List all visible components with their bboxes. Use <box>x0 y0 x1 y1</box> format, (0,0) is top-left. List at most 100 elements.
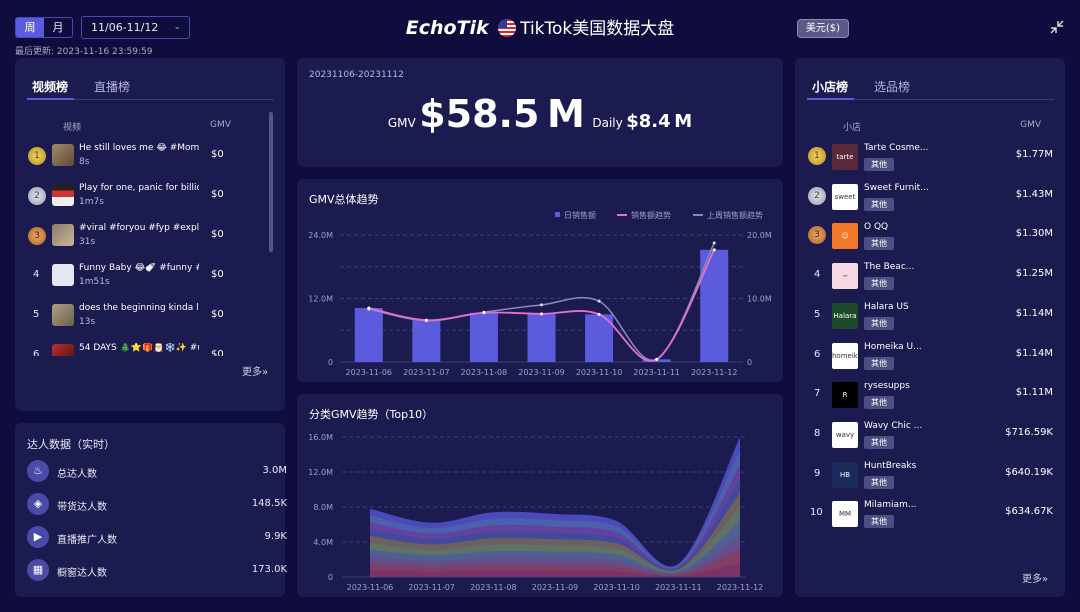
period-toggle[interactable]: 周 月 <box>15 17 73 38</box>
rank-number: 8 <box>814 427 821 439</box>
trend-point-2023-11-06 <box>367 306 371 310</box>
video-title: He still loves me 😂 #Moms... <box>79 143 199 153</box>
y-tick-right: 20.0M <box>747 231 772 240</box>
last-updated: 最后更新: 2023-11-16 23:59:59 <box>15 47 153 57</box>
silver-medal-icon: 2 <box>808 186 826 205</box>
x-tick: 2023-11-12 <box>691 368 738 377</box>
category-badge: 其他 <box>864 515 894 529</box>
x-tick: 2023-11-11 <box>655 583 702 592</box>
list-item[interactable]: 3 ☺ O QQ 其他 $1.30M <box>795 219 1065 251</box>
stat-label: 总达人数 <box>57 469 97 480</box>
period-week-button[interactable]: 周 <box>16 18 44 37</box>
shop-logo: R <box>832 382 858 409</box>
video-thumbnail <box>52 144 74 166</box>
y-tick-right: 10.0M <box>747 295 772 304</box>
x-tick: 2023-11-09 <box>518 368 565 377</box>
shop-gmv: $716.59K <box>1005 426 1053 438</box>
shop-logo: ☺ <box>832 223 858 250</box>
category-badge: 其他 <box>864 197 894 211</box>
bar-2023-11-09 <box>527 313 556 362</box>
echotik-logo: EchoTik <box>405 17 489 39</box>
list-item[interactable]: 8 wavy Wavy Chic ... 其他 $716.59K <box>795 418 1065 449</box>
tab-shop-ranking[interactable]: 小店榜 <box>812 80 849 94</box>
tab-product-ranking[interactable]: 选品榜 <box>874 80 911 94</box>
list-item[interactable]: 4 Funny Baby 😂🍼 #funny #cu... 1m51s $0 <box>15 260 265 290</box>
video-title: Play for one, panic for billio... <box>79 183 199 193</box>
trend-point-2023-11-12 <box>712 248 716 252</box>
gold-medal-icon: 1 <box>28 147 46 165</box>
shop-ranking-panel: 小店榜 选品榜 小店 GMV 1 tarte Tarte Cosme... 其他 $1.… <box>795 58 1065 597</box>
list-item[interactable]: 5 does the beginning kinda lo... 13s $0 <box>15 300 265 330</box>
col-gmv: GMV <box>1020 120 1041 130</box>
shop-gmv: $634.67K <box>1005 506 1053 518</box>
date-range-select[interactable]: 11/06-11/12 ⌄ <box>81 16 190 39</box>
list-item[interactable]: 3 #viral #foryou #fyp #explor... 31s $0 <box>15 220 265 250</box>
bronze-medal-icon: 3 <box>808 226 826 245</box>
shop-name: O QQ <box>864 222 889 233</box>
stat-label: 带货达人数 <box>57 502 107 513</box>
tab-live-ranking[interactable]: 直播榜 <box>94 80 131 94</box>
shop-logo: HB <box>832 461 858 488</box>
shop-name: Tarte Cosme... <box>864 143 929 153</box>
x-tick: 2023-11-12 <box>717 583 764 592</box>
list-item[interactable]: 10 MM Milamiam... 其他 $634.67K <box>795 497 1065 529</box>
list-item[interactable]: 2 sweet Sweet Furnit... 其他 $1.43M <box>795 180 1065 211</box>
bar-2023-11-10 <box>585 314 614 362</box>
legend-label: 日销售额 <box>564 210 596 220</box>
category-area-2 <box>370 549 740 577</box>
shop-logo: ∽ <box>832 263 858 290</box>
stat-value: 173.0K <box>251 564 287 575</box>
us-flag-icon <box>498 19 517 37</box>
shop-gmv: $1.77M <box>1015 149 1053 160</box>
video-thumbnail <box>52 184 74 206</box>
rank-number: 10 <box>810 507 823 519</box>
y-tick-right: 0 <box>747 358 752 367</box>
list-item[interactable]: 6 54 DAYS 🎄⭐🎁🎅❄️✨ #uta... $0 <box>15 340 265 356</box>
list-item[interactable]: 6 homeika Homeika U... 其他 $1.14M <box>795 339 1065 370</box>
video-title: does the beginning kinda lo... <box>79 303 199 313</box>
list-item[interactable]: 1 He still loves me 😂 #Moms... 8s $0 <box>15 140 265 170</box>
y-tick: 12.0M <box>308 468 333 477</box>
y-tick: 4.0M <box>313 538 333 547</box>
scrollbar[interactable] <box>269 112 273 252</box>
shop-gmv: $1.43M <box>1015 188 1053 200</box>
x-tick: 2023-11-08 <box>470 583 517 592</box>
gmv-summary: GMV $58.5 M Daily $8.4 M <box>297 92 783 136</box>
video-duration: 31s <box>79 237 96 247</box>
period-month-button[interactable]: 月 <box>52 21 64 34</box>
list-item[interactable]: 2 Play for one, panic for billio... 1m7s… <box>15 180 265 210</box>
bar-2023-11-06 <box>354 308 383 362</box>
list-item[interactable]: 9 HB HuntBreaks 其他 $640.19K <box>795 458 1065 489</box>
collapse-icon[interactable] <box>1050 20 1064 38</box>
rank-number: 5 <box>814 308 821 320</box>
stat-showcase-influencers: ▦ 橱窗达人数 173.0K <box>27 559 287 585</box>
category-badge: 其他 <box>864 396 894 410</box>
y-tick-left: 24.0M <box>308 231 333 240</box>
x-tick: 2023-11-09 <box>532 583 579 592</box>
x-tick: 2023-11-06 <box>347 583 394 592</box>
list-item[interactable]: 1 tarte Tarte Cosme... 其他 $1.77M <box>795 140 1065 171</box>
category-badge: 其他 <box>864 277 894 291</box>
gmv-summary-panel: 20231106-20231112 GMV $58.5 M Daily $8.4… <box>297 58 783 167</box>
list-item[interactable]: 5 Halara Halara US 其他 $1.14M <box>795 299 1065 330</box>
more-link[interactable]: 更多» <box>242 367 269 378</box>
shop-gmv: $1.30M <box>1015 228 1053 240</box>
lastweek-point-2023-11-09 <box>540 303 543 307</box>
stat-total-influencers: ♨ 总达人数 3.0M <box>27 460 287 486</box>
y-tick-left: 0 <box>328 358 333 367</box>
more-link[interactable]: 更多» <box>1022 574 1049 585</box>
video-duration: 1m51s <box>79 277 110 287</box>
category-badge: 其他 <box>864 237 894 251</box>
live-camera-icon: ▶ <box>27 526 49 548</box>
trend-point-2023-11-11 <box>655 357 659 361</box>
currency-button[interactable]: 美元($) <box>797 19 849 38</box>
tab-video-ranking[interactable]: 视频榜 <box>32 80 69 94</box>
shop-name: rysesupps <box>864 381 910 392</box>
video-thumbnail <box>52 344 74 356</box>
gmv-trend-panel: GMV总体趋势 日销售额 销售额趋势 上周销售额趋势 24.0M 12.0M 0 20.0M 1… <box>297 179 783 382</box>
list-item[interactable]: 4 ∽ The Beac... 其他 $1.25M <box>795 259 1065 291</box>
y-tick-left: 12.0M <box>308 295 333 304</box>
title-text: TikTok美国数据大盘 <box>520 19 675 39</box>
influencer-panel: 达人数据（实时） ♨ 总达人数 3.0M ◈ 带货达人数 148.5K ▶ 直播… <box>15 423 287 597</box>
